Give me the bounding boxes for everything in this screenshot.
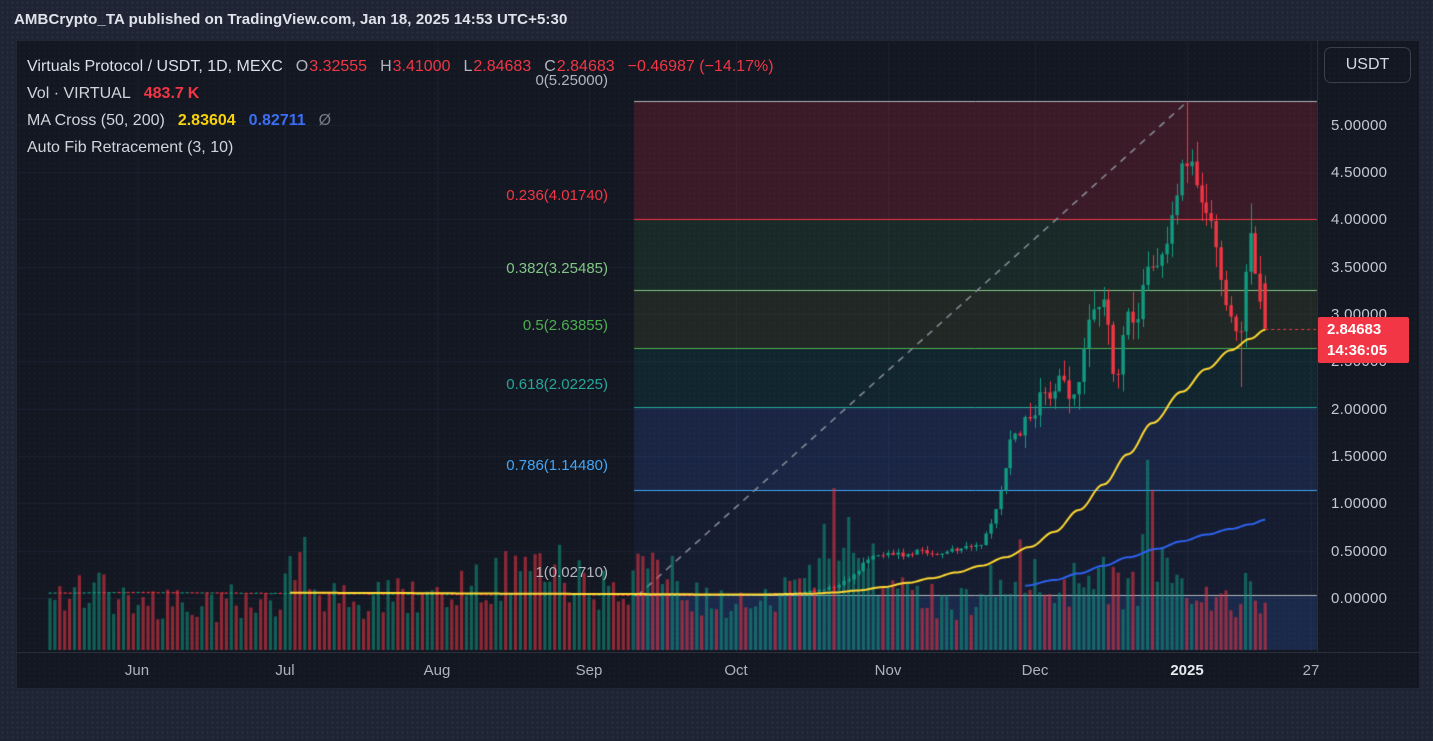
fib-label-0.786: 0.786(1.14480)	[506, 457, 608, 474]
ohlc-open: O 3.32555	[295, 57, 368, 75]
time-label-Dec: Dec	[1021, 662, 1049, 679]
bar-countdown: 14:36:05	[1327, 342, 1388, 359]
ma-cross-label: MA Cross (50, 200)	[27, 111, 165, 129]
legend-volume-row[interactable]: Vol · VIRTUAL 483.7 K	[27, 80, 774, 107]
price-tick-4.00000: 4.00000	[1331, 211, 1388, 228]
ohlc-low: L 2.84683	[463, 57, 532, 75]
price-tick-0.50000: 0.50000	[1331, 543, 1388, 560]
price-chart-canvas[interactable]	[16, 40, 1420, 689]
published-attribution: AMBCrypto_TA published on TradingView.co…	[14, 11, 568, 28]
fib-label-0.618: 0.618(2.02225)	[506, 376, 608, 393]
ohlc-high: H 3.41000	[380, 57, 451, 75]
fib-label-0.382: 0.382(3.25485)	[506, 260, 608, 277]
chart-legend: Virtuals Protocol / USDT, 1D, MEXC O 3.32…	[27, 53, 774, 161]
price-tick-1.50000: 1.50000	[1331, 448, 1388, 465]
time-label-Sep: Sep	[575, 662, 603, 679]
volume-value: 483.7 K	[143, 84, 200, 102]
price-tick-5.00000: 5.00000	[1331, 117, 1388, 134]
fib-label-0.236: 0.236(4.01740)	[506, 187, 608, 204]
price-change: −0.46987 (−14.17%)	[627, 57, 774, 75]
ohlc-close: C 2.84683	[544, 57, 615, 75]
legend-ma-cross-row[interactable]: MA Cross (50, 200) 2.83604 0.82711 Ø	[27, 107, 774, 134]
ma50-value: 2.83604	[177, 111, 236, 129]
price-tick-0.00000: 0.00000	[1331, 590, 1388, 607]
fib-label-0.5: 0.5(2.63855)	[522, 317, 608, 334]
last-price-badge[interactable]: 2.84683 14:36:05	[1318, 317, 1409, 363]
time-label-Aug: Aug	[423, 662, 451, 679]
legend-symbol-row[interactable]: Virtuals Protocol / USDT, 1D, MEXC O 3.32…	[27, 53, 774, 80]
price-tick-4.50000: 4.50000	[1331, 164, 1388, 181]
time-label-2025: 2025	[1170, 662, 1204, 679]
time-label-Jul: Jul	[275, 662, 295, 679]
currency-toggle-button[interactable]: USDT	[1324, 47, 1411, 83]
auto-fib-label: Auto Fib Retracement (3, 10)	[27, 138, 234, 156]
symbol-title: Virtuals Protocol / USDT, 1D, MEXC	[27, 57, 283, 75]
time-axis[interactable]: Jun Jul Aug Sep Oct Nov Dec 2025 27	[16, 652, 1420, 689]
last-price-value: 2.84683	[1327, 321, 1382, 338]
ma-cross-suffix: Ø	[318, 111, 332, 129]
legend-fib-row[interactable]: Auto Fib Retracement (3, 10)	[27, 134, 774, 161]
time-label-Nov: Nov	[874, 662, 902, 679]
price-tick-1.00000: 1.00000	[1331, 495, 1388, 512]
price-tick-3.50000: 3.50000	[1331, 259, 1388, 276]
time-label-27: 27	[1302, 662, 1320, 679]
volume-label: Vol · VIRTUAL	[27, 84, 131, 102]
header-bar: AMBCrypto_TA published on TradingView.co…	[0, 0, 1433, 40]
time-label-Jun: Jun	[124, 662, 150, 679]
fib-label-0: 0(5.25000)	[535, 72, 608, 89]
ma200-value: 0.82711	[248, 111, 306, 129]
footer-bar: TradingView	[0, 689, 1433, 741]
price-tick-2.00000: 2.00000	[1331, 401, 1388, 418]
time-label-Oct: Oct	[724, 662, 748, 679]
fib-label-1: 1(0.02710)	[535, 564, 608, 581]
